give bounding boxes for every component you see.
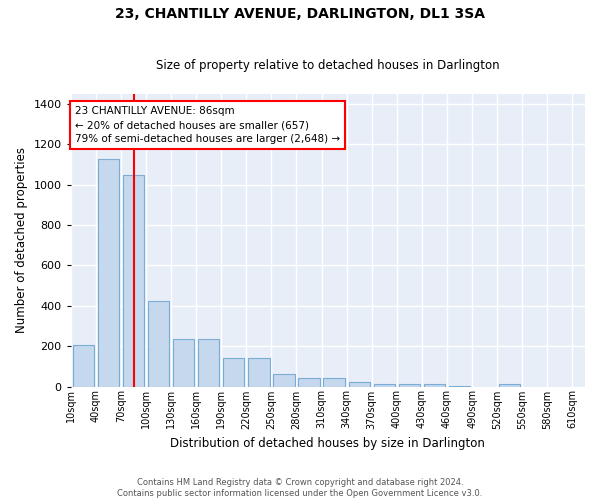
Bar (123, 174, 144, 386)
Bar (98, 158, 119, 386)
Bar (223, 358, 244, 386)
Bar (374, 384, 395, 386)
Title: Size of property relative to detached houses in Darlington: Size of property relative to detached ho… (156, 59, 500, 72)
Bar (349, 382, 370, 386)
Bar (424, 384, 445, 386)
Bar (198, 339, 220, 386)
X-axis label: Distribution of detached houses by size in Darlington: Distribution of detached houses by size … (170, 437, 485, 450)
Bar (173, 339, 194, 386)
Text: 23, CHANTILLY AVENUE, DARLINGTON, DL1 3SA: 23, CHANTILLY AVENUE, DARLINGTON, DL1 3S… (115, 8, 485, 22)
Text: Contains HM Land Registry data © Crown copyright and database right 2024.
Contai: Contains HM Land Registry data © Crown c… (118, 478, 482, 498)
Bar (248, 358, 269, 386)
Bar (399, 384, 420, 386)
Bar (323, 378, 345, 386)
Text: 23 CHANTILLY AVENUE: 86sqm
← 20% of detached houses are smaller (657)
79% of sem: 23 CHANTILLY AVENUE: 86sqm ← 20% of deta… (75, 106, 340, 144)
Bar (73, 345, 94, 387)
Bar (148, 301, 169, 386)
Bar (298, 378, 320, 386)
Bar (499, 384, 520, 386)
Bar (273, 374, 295, 386)
Y-axis label: Number of detached properties: Number of detached properties (15, 148, 28, 334)
